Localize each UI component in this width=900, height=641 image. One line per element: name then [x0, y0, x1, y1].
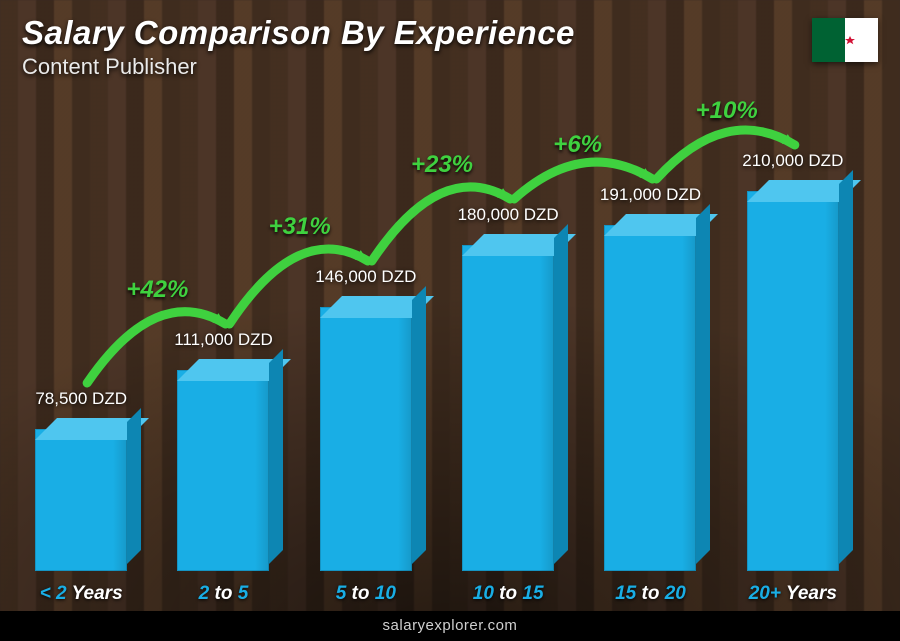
bar-value-label: 78,500 DZD — [35, 389, 127, 409]
increase-arc: +31% — [20, 101, 854, 571]
increase-arc: +6% — [20, 101, 854, 571]
x-axis-label: 2 to 5 — [162, 583, 284, 605]
bar — [604, 225, 696, 571]
page-subtitle: Content Publisher — [22, 54, 575, 80]
bar-value-label: 191,000 DZD — [600, 185, 701, 205]
x-axis-label: 5 to 10 — [305, 583, 427, 605]
bar-slot: 78,500 DZD — [20, 101, 142, 571]
increase-arc: +42% — [20, 101, 854, 571]
bar-value-label: 210,000 DZD — [742, 151, 843, 171]
bar — [747, 191, 839, 571]
increase-arc: +10% — [20, 101, 854, 571]
bar-value-label: 146,000 DZD — [315, 267, 416, 287]
bar-slot: 210,000 DZD — [732, 101, 854, 571]
bar-slot: 146,000 DZD — [305, 101, 427, 571]
bar — [177, 370, 269, 571]
bar-value-label: 111,000 DZD — [174, 330, 273, 350]
bar-slot: 191,000 DZD — [589, 101, 711, 571]
bar — [320, 307, 412, 571]
bar-slot: 180,000 DZD — [447, 101, 569, 571]
x-axis-label: 15 to 20 — [589, 583, 711, 605]
bar-slot: 111,000 DZD — [162, 101, 284, 571]
bar — [35, 429, 127, 571]
footer-brand: salaryexplorer.com — [0, 611, 900, 641]
x-axis-label: < 2 Years — [20, 583, 142, 605]
bar — [462, 245, 554, 571]
page-title: Salary Comparison By Experience — [22, 14, 575, 52]
bar-value-label: 180,000 DZD — [458, 205, 559, 225]
title-block: Salary Comparison By Experience Content … — [22, 14, 575, 80]
x-axis-labels: < 2 Years 2 to 5 5 to 10 10 to 15 15 to 20 20… — [20, 583, 854, 605]
bar-chart: 78,500 DZD 111,000 DZD 146,000 DZD 180,000 … — [20, 101, 854, 571]
x-axis-label: 10 to 15 — [447, 583, 569, 605]
algeria-flag-icon — [812, 18, 878, 62]
increase-arc: +23% — [20, 101, 854, 571]
x-axis-label: 20+ Years — [732, 583, 854, 605]
